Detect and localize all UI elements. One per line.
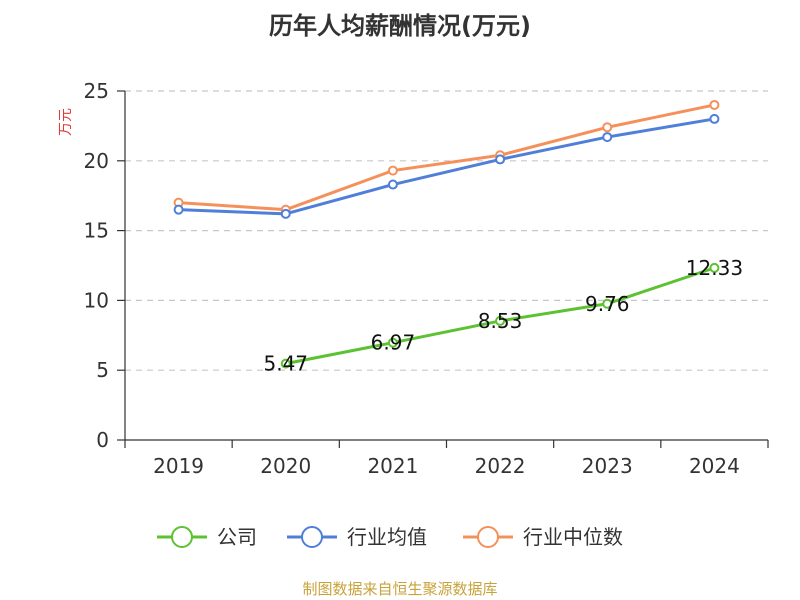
- y-axis-label: 万元: [58, 108, 74, 136]
- chart-title: 历年人均薪酬情况(万元): [269, 12, 531, 40]
- x-tick-label: 2020: [260, 454, 311, 478]
- series-point-1: [602, 132, 613, 143]
- source-note: 制图数据来自恒生聚源数据库: [302, 580, 497, 598]
- data-label: 9.76: [585, 292, 630, 316]
- y-tick-label: 20: [84, 149, 109, 173]
- legend-label: 公司: [217, 525, 257, 549]
- series-point-1: [387, 179, 398, 190]
- series-point-1: [495, 154, 506, 165]
- series-layer: [173, 99, 720, 369]
- data-label: 5.47: [263, 352, 308, 376]
- legend-marker-1: [301, 526, 323, 548]
- y-tick-label: 15: [84, 219, 109, 243]
- legend-marker-2: [477, 526, 499, 548]
- series-point-0: [495, 315, 506, 326]
- series-point-0: [387, 337, 398, 348]
- data-label: 12.33: [686, 256, 743, 280]
- x-tick-label: 2022: [475, 454, 526, 478]
- series-line-1: [178, 117, 715, 216]
- y-tick-label: 0: [96, 428, 109, 452]
- axes: 0 5 10 15 20 25 2019 2020 2021 2022 2023 2024: [84, 79, 769, 478]
- legend-label: 行业中位数: [523, 525, 623, 549]
- x-tick-label: 2023: [582, 454, 633, 478]
- data-label: 6.97: [371, 331, 416, 355]
- series-point-0: [280, 358, 291, 369]
- gridlines: [125, 90, 768, 371]
- y-tick-label: 10: [84, 288, 109, 312]
- series-point-2: [709, 99, 720, 110]
- y-tick-label: 5: [96, 358, 109, 382]
- data-labels: 5.47 6.97 8.53 9.76 12.33: [263, 256, 743, 376]
- x-tick-label: 2024: [689, 454, 740, 478]
- y-tick-label: 25: [84, 79, 109, 103]
- x-tick-label: 2019: [153, 454, 204, 478]
- legend: 公司 行业均值 行业中位数: [157, 525, 623, 549]
- series-point-1: [173, 204, 184, 215]
- series-point-0: [602, 298, 613, 309]
- series-point-1: [709, 113, 720, 124]
- series-point-0: [709, 262, 720, 273]
- series-point-2: [602, 122, 613, 133]
- x-tick-label: 2021: [367, 454, 418, 478]
- series-point-1: [280, 208, 291, 219]
- legend-label: 行业均值: [347, 525, 427, 549]
- series-point-2: [387, 165, 398, 176]
- legend-marker-0: [171, 526, 193, 548]
- series-line-2: [178, 103, 715, 212]
- data-label: 8.53: [478, 309, 523, 333]
